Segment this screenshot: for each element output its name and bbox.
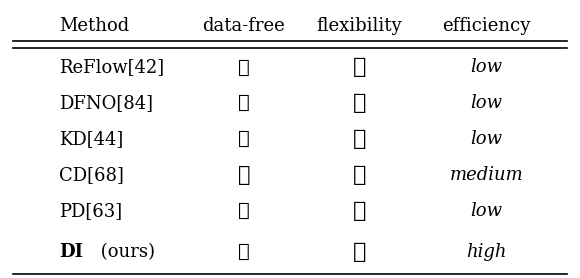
- Text: PD[63]: PD[63]: [59, 202, 122, 220]
- Text: ✓: ✓: [238, 243, 250, 261]
- Text: DFNO[84]: DFNO[84]: [59, 94, 153, 112]
- Text: DI: DI: [59, 243, 84, 261]
- Text: data-free: data-free: [202, 17, 285, 35]
- Text: ✗: ✗: [353, 164, 366, 186]
- Text: CD[68]: CD[68]: [59, 166, 124, 184]
- Text: medium: medium: [450, 166, 523, 184]
- Text: low: low: [470, 94, 502, 112]
- Text: ✓: ✓: [238, 58, 250, 76]
- Text: flexibility: flexibility: [317, 17, 402, 35]
- Text: ✓: ✓: [353, 241, 366, 263]
- Text: ✓: ✓: [238, 130, 250, 148]
- Text: efficiency: efficiency: [442, 17, 531, 35]
- Text: ✓: ✓: [238, 94, 250, 112]
- Text: ✗: ✗: [353, 92, 366, 114]
- Text: ReFlow[42]: ReFlow[42]: [59, 58, 164, 76]
- Text: low: low: [470, 130, 502, 148]
- Text: KD[44]: KD[44]: [59, 130, 124, 148]
- Text: ✗: ✗: [353, 200, 366, 222]
- Text: low: low: [470, 58, 502, 76]
- Text: Method: Method: [59, 17, 129, 35]
- Text: high: high: [466, 243, 506, 261]
- Text: (ours): (ours): [95, 243, 155, 261]
- Text: ✓: ✓: [238, 202, 250, 220]
- Text: ✗: ✗: [238, 165, 250, 185]
- Text: low: low: [470, 202, 502, 220]
- Text: ✗: ✗: [353, 56, 366, 78]
- Text: ✗: ✗: [353, 128, 366, 150]
